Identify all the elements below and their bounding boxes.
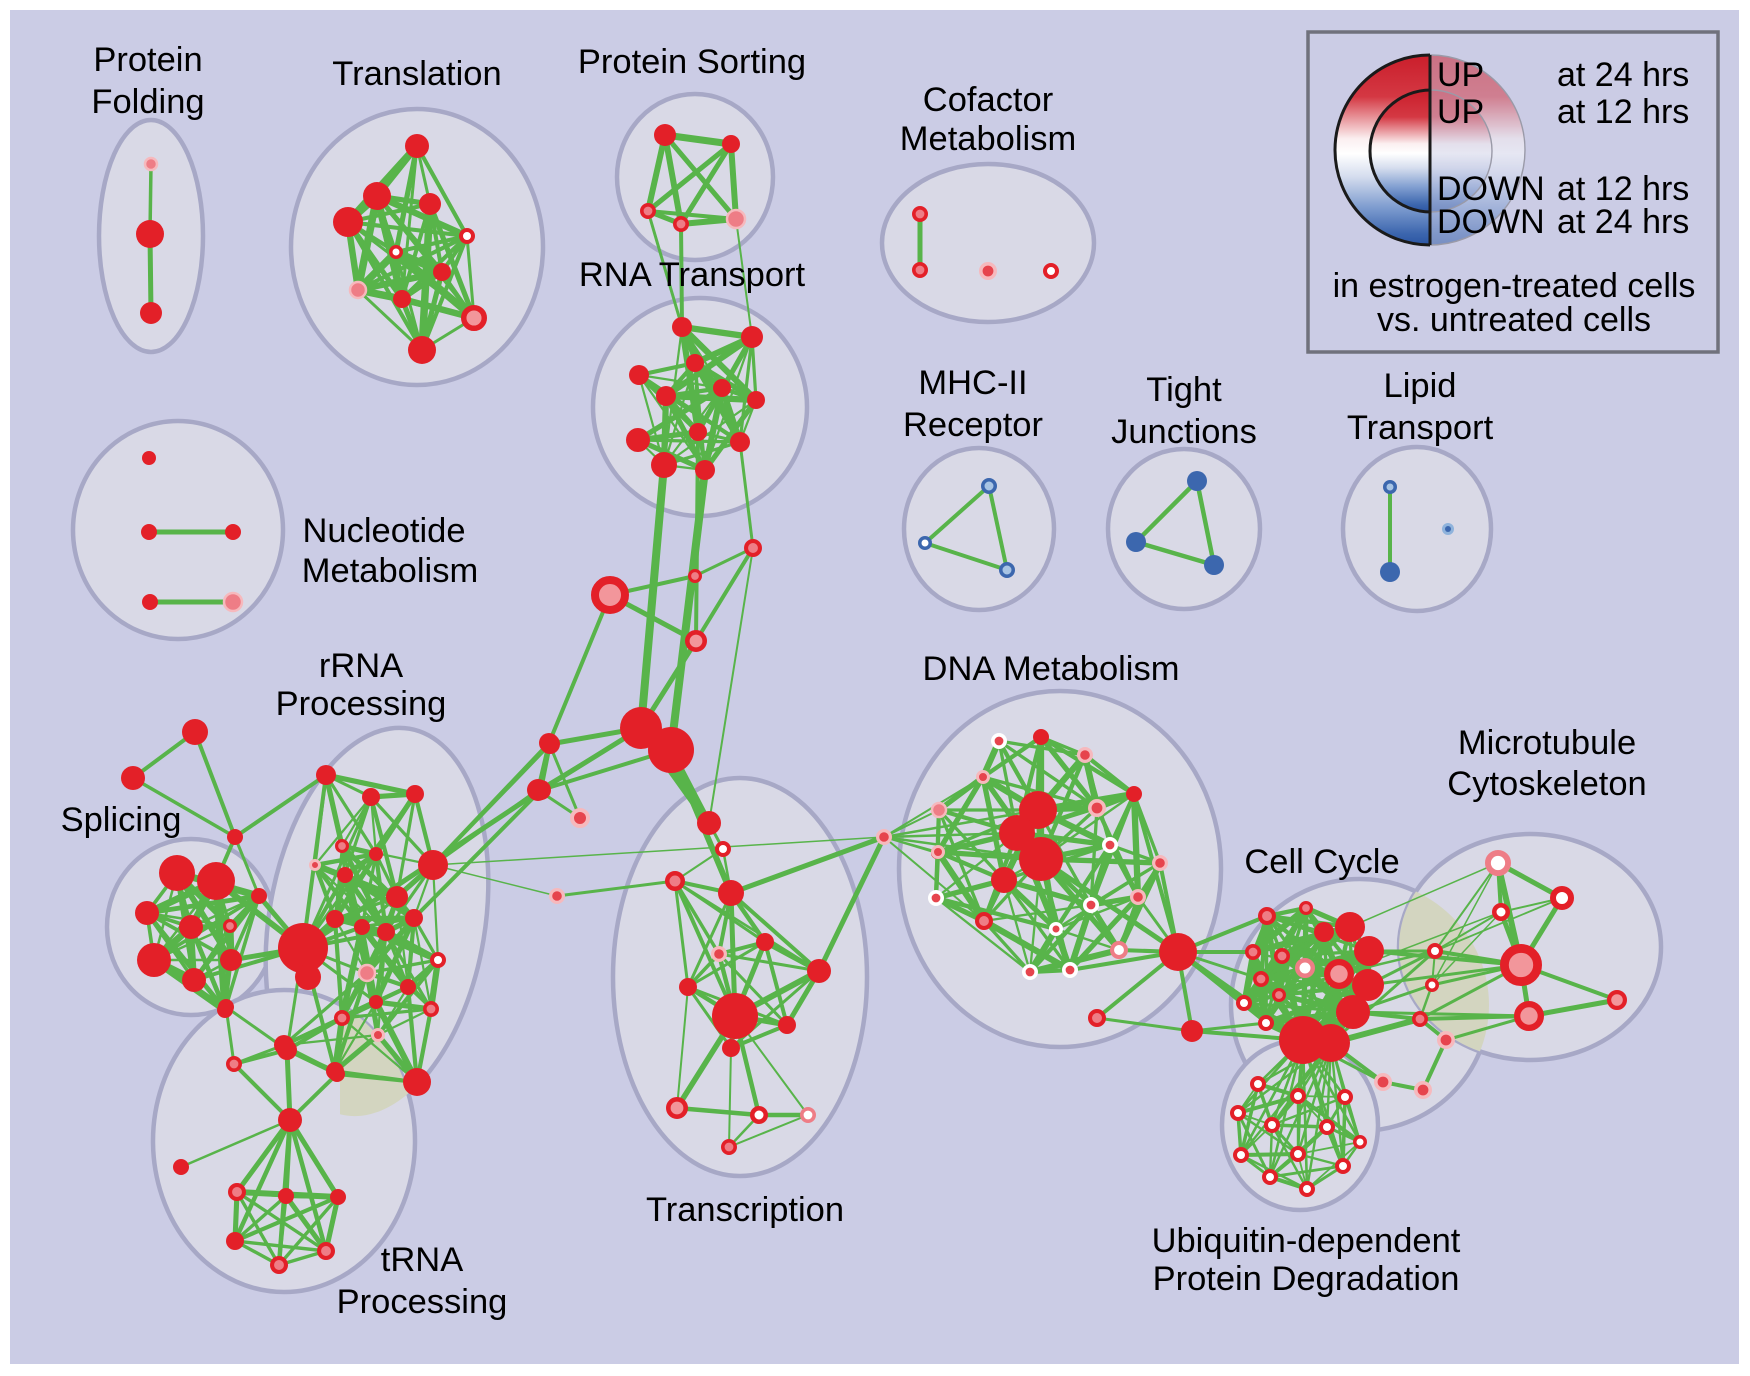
svg-text:Splicing: Splicing — [61, 801, 182, 839]
svg-text:Cytoskeleton: Cytoskeleton — [1447, 765, 1646, 803]
svg-text:Folding: Folding — [91, 83, 204, 121]
svg-text:Receptor: Receptor — [903, 406, 1043, 444]
svg-text:rRNA: rRNA — [319, 647, 403, 685]
svg-text:Cofactor: Cofactor — [923, 81, 1053, 119]
svg-text:at 24 hrs: at 24 hrs — [1557, 203, 1689, 241]
svg-text:in estrogen-treated cells: in estrogen-treated cells — [1333, 267, 1696, 305]
svg-text:Processing: Processing — [276, 685, 447, 723]
svg-text:tRNA: tRNA — [381, 1241, 463, 1279]
svg-text:Tight: Tight — [1146, 371, 1222, 409]
svg-text:Transport: Transport — [1347, 409, 1494, 447]
svg-text:Lipid: Lipid — [1384, 367, 1457, 405]
svg-text:DNA Metabolism: DNA Metabolism — [923, 650, 1180, 688]
svg-text:Transcription: Transcription — [646, 1191, 844, 1229]
svg-text:Protein Sorting: Protein Sorting — [578, 43, 806, 81]
svg-text:Ubiquitin-dependent: Ubiquitin-dependent — [1152, 1222, 1461, 1260]
svg-text:at 12 hrs: at 12 hrs — [1557, 93, 1689, 131]
svg-text:Protein Degradation: Protein Degradation — [1153, 1260, 1460, 1298]
svg-text:vs. untreated cells: vs. untreated cells — [1377, 301, 1651, 339]
svg-text:Cell Cycle: Cell Cycle — [1244, 843, 1399, 881]
svg-text:at 24 hrs: at 24 hrs — [1557, 56, 1689, 94]
svg-text:UP: UP — [1437, 93, 1484, 131]
svg-text:RNA Transport: RNA Transport — [579, 256, 806, 294]
svg-text:MHC-II: MHC-II — [918, 364, 1027, 402]
svg-text:Protein: Protein — [93, 41, 202, 79]
svg-text:Nucleotide: Nucleotide — [302, 512, 465, 550]
svg-text:Microtubule: Microtubule — [1458, 724, 1636, 762]
svg-text:Translation: Translation — [332, 55, 501, 93]
svg-text:Metabolism: Metabolism — [900, 120, 1076, 158]
svg-text:at 12 hrs: at 12 hrs — [1557, 170, 1689, 208]
svg-text:DOWN: DOWN — [1437, 203, 1545, 241]
svg-text:Junctions: Junctions — [1111, 413, 1257, 451]
svg-text:DOWN: DOWN — [1437, 170, 1545, 208]
svg-text:Metabolism: Metabolism — [302, 552, 478, 590]
svg-text:UP: UP — [1437, 56, 1484, 94]
svg-text:Processing: Processing — [337, 1283, 508, 1321]
